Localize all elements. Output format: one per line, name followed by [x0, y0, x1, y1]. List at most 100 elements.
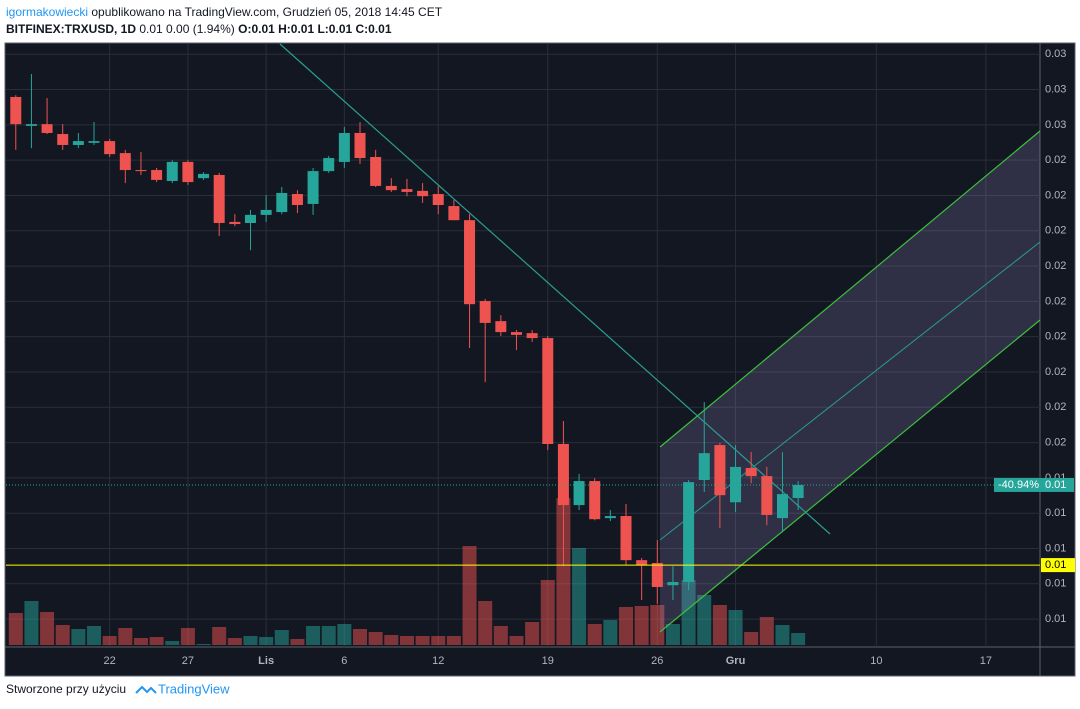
candle-body	[776, 494, 788, 519]
volume-bar	[118, 628, 133, 645]
volume-bar	[509, 636, 524, 645]
x-tick-label: 19	[542, 655, 554, 667]
x-tick-label: 22	[104, 655, 116, 667]
candle-body	[338, 132, 350, 162]
candle-body	[276, 192, 288, 213]
candle-body	[542, 338, 554, 444]
candle-body	[198, 173, 210, 179]
last-price-label: 0.01	[1045, 479, 1066, 491]
candle-body	[745, 468, 757, 477]
published: opublikowano na TradingView.com, Grudzie…	[91, 5, 443, 19]
volume-bar	[759, 617, 774, 645]
volume-bar	[368, 632, 383, 645]
volume-bar	[478, 601, 493, 645]
x-tick-label: 26	[651, 655, 663, 667]
candle-body	[510, 332, 522, 335]
volume-bar	[55, 625, 70, 645]
candle-body	[651, 562, 663, 587]
y-tick-label: 0.02	[1045, 331, 1066, 343]
trend-line	[279, 43, 831, 535]
volume-bar	[399, 636, 414, 645]
x-tick-label: Gru	[726, 655, 746, 667]
y-tick-label: 0.03	[1045, 83, 1066, 95]
volume-bar	[337, 624, 352, 645]
header-line: igormakowiecki opublikowano na TradingVi…	[6, 5, 442, 19]
candle-body	[604, 516, 616, 519]
x-tick-label: 6	[341, 655, 347, 667]
volume-bar	[462, 546, 477, 645]
candle-body	[57, 134, 69, 145]
volume-bar	[415, 636, 430, 645]
volume-bar	[681, 580, 696, 645]
candle-body	[761, 476, 773, 515]
y-tick-label: 0.02	[1045, 401, 1066, 413]
volume-bar	[728, 610, 743, 645]
horizontal-line-label: 0.01	[1045, 559, 1066, 571]
y-tick-label: 0.02	[1045, 189, 1066, 201]
volume-bar	[353, 629, 368, 645]
candle-body	[792, 484, 804, 499]
y-tick-label: 0.03	[1045, 119, 1066, 131]
x-tick-label: 10	[870, 655, 882, 667]
footer-brand[interactable]: TradingView	[158, 681, 230, 696]
volume-bar	[525, 622, 540, 645]
candle-body	[667, 582, 679, 586]
y-tick-label: 0.01	[1045, 542, 1066, 554]
volume-bar	[24, 601, 39, 645]
volume-bar	[572, 548, 587, 645]
candle-body	[119, 153, 131, 171]
volume-bar	[540, 580, 555, 645]
volume-bar	[180, 628, 195, 645]
candle-body	[354, 132, 366, 159]
channel-fill	[660, 131, 1040, 632]
symbol-line: BITFINEX:TRXUSD, 1D 0.01 0.00 (1.94%) O:…	[6, 22, 392, 36]
candle-body	[104, 141, 116, 155]
candle-body	[432, 194, 444, 205]
candle-body	[370, 156, 382, 186]
volume-bar	[290, 639, 305, 645]
candle-body	[260, 209, 272, 215]
last-price-change: -40.94%	[998, 479, 1039, 491]
candle-body	[573, 481, 585, 506]
candle-body	[479, 301, 491, 323]
change: 0.01 0.00 (1.94%)	[139, 22, 235, 36]
volume-bar	[744, 632, 759, 645]
candle-body	[213, 174, 225, 223]
candle-body	[291, 194, 303, 205]
volume-bar	[665, 624, 680, 645]
volume-bar	[102, 636, 117, 645]
candle-body	[401, 189, 413, 192]
y-tick-label: 0.02	[1045, 260, 1066, 272]
volume-bar	[712, 605, 727, 645]
y-tick-label: 0.03	[1045, 48, 1066, 60]
channel-upper	[659, 130, 1041, 448]
y-tick-label: 0.01	[1045, 578, 1066, 590]
candle-body	[10, 96, 22, 125]
volume-bar	[650, 605, 665, 645]
y-tick-label: 0.02	[1045, 225, 1066, 237]
volume-bar	[149, 637, 164, 645]
y-tick-label: 0.02	[1045, 436, 1066, 448]
y-tick-label: 0.01	[1045, 507, 1066, 519]
volume-bar	[243, 636, 258, 645]
author[interactable]: igormakowiecki	[6, 5, 89, 19]
volume-bar	[87, 626, 102, 645]
volume-bar	[8, 613, 23, 645]
volume-bar	[227, 638, 242, 645]
candle-body	[448, 206, 460, 221]
candle-body	[636, 560, 648, 566]
candle-body	[182, 161, 194, 183]
candle-body	[323, 158, 335, 172]
chart-background	[4, 42, 1076, 677]
x-tick-label: 17	[980, 655, 992, 667]
volume-bar	[493, 626, 508, 645]
y-tick-label: 0.02	[1045, 154, 1066, 166]
volume-bar	[556, 498, 571, 645]
candle-body	[464, 220, 476, 305]
volume-bar	[165, 641, 180, 645]
candle-body	[385, 185, 397, 191]
horizontal-line-tag	[1041, 558, 1075, 573]
volume-bar	[791, 633, 806, 645]
candle-body	[620, 516, 632, 561]
